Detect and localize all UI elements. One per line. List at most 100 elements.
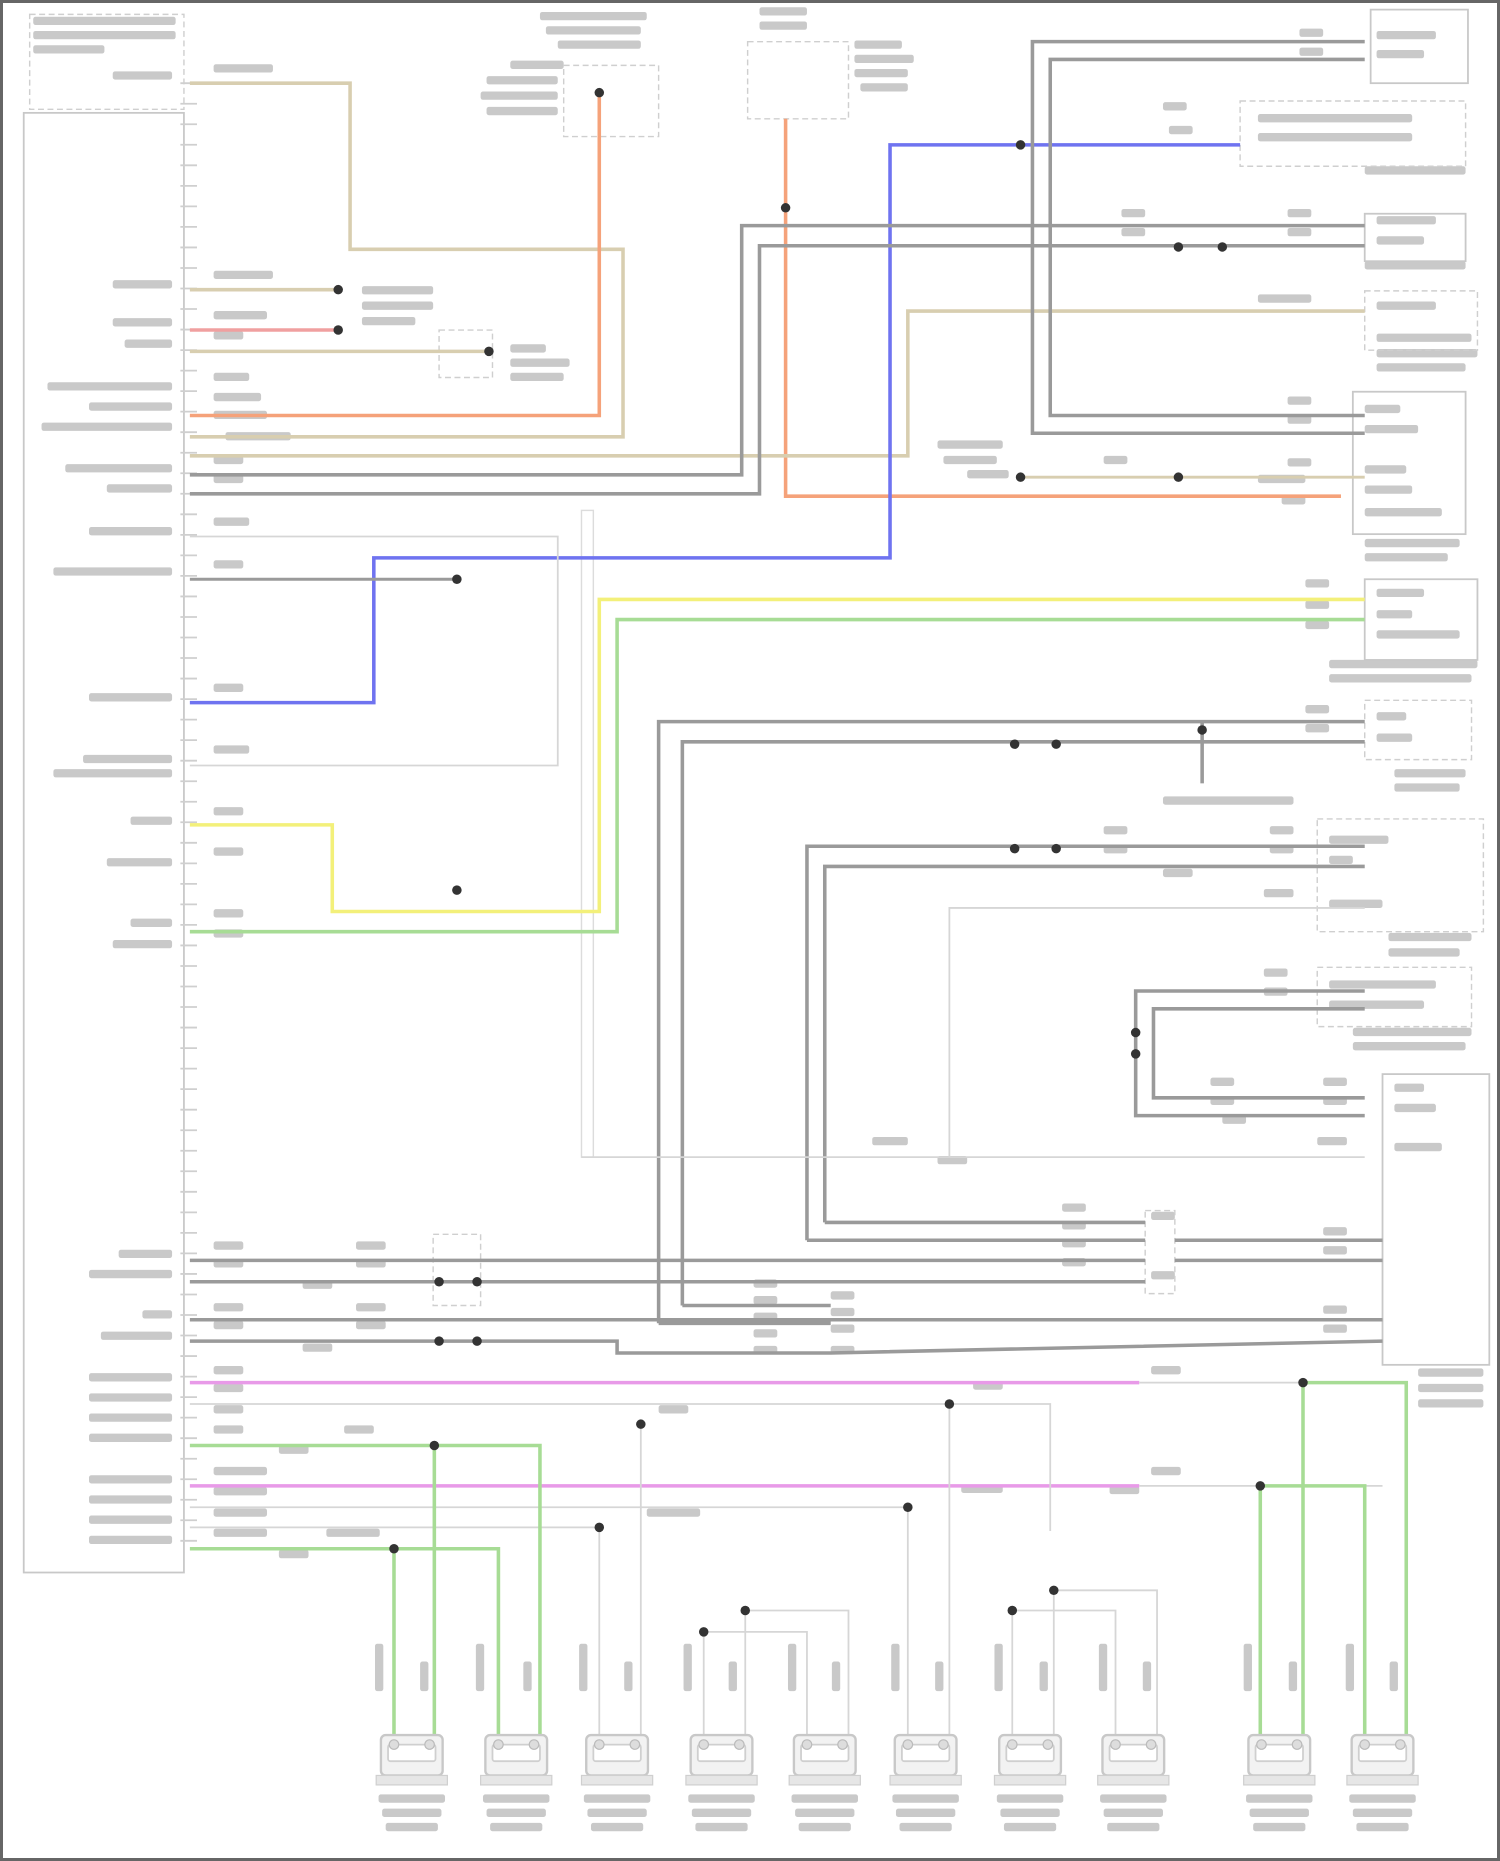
- splice-dot-icon: [740, 1605, 750, 1616]
- label-placeholder: [106, 484, 173, 493]
- label-placeholder: [1394, 1142, 1442, 1152]
- speakers: [375, 1733, 1419, 1786]
- speaker-caption-placeholder: [688, 1794, 755, 1803]
- label-placeholder: [753, 1296, 778, 1305]
- label-placeholder: [1376, 363, 1466, 372]
- label-placeholder: [1287, 227, 1312, 237]
- fuse-box-top: [562, 64, 660, 138]
- splice-dot-icon: [1015, 140, 1026, 150]
- label-placeholder: [1323, 1324, 1347, 1333]
- label-placeholder: [1352, 1027, 1472, 1037]
- label-placeholder: [89, 1495, 173, 1504]
- label-placeholder: [860, 83, 908, 92]
- label-placeholder: [361, 301, 434, 310]
- label-placeholder: [356, 1241, 386, 1250]
- label-placeholder: [278, 1445, 309, 1454]
- label-placeholder: [1329, 855, 1353, 865]
- speaker-caption-placeholder: [385, 1822, 438, 1832]
- splice-dot-icon: [1015, 472, 1026, 482]
- splice-dot-icon: [1051, 739, 1061, 749]
- vertical-label-placeholder: [1098, 1643, 1108, 1692]
- label-placeholder: [1376, 49, 1425, 59]
- label-placeholder: [753, 1329, 778, 1338]
- vertical-label-placeholder: [579, 1643, 588, 1692]
- label-placeholder: [937, 440, 1003, 449]
- label-placeholder: [326, 1528, 380, 1537]
- splice-dot-icon: [1049, 1585, 1059, 1596]
- speaker-caption-placeholder: [590, 1822, 644, 1832]
- label-placeholder: [510, 358, 570, 367]
- label-placeholder: [1329, 899, 1383, 908]
- label-placeholder: [41, 422, 173, 431]
- splice-dot-icon: [1051, 843, 1061, 854]
- radio-label-box: [28, 13, 185, 111]
- splice-dot-icon: [1217, 242, 1228, 252]
- vertical-label-placeholder: [683, 1643, 692, 1692]
- speaker-caption-placeholder: [892, 1794, 959, 1803]
- label-placeholder: [213, 1405, 244, 1414]
- label-placeholder: [1364, 261, 1466, 270]
- label-placeholder: [1305, 600, 1330, 609]
- label-placeholder: [1364, 538, 1460, 548]
- radio-module-box: [22, 111, 185, 1574]
- inline-connector-2: [1144, 1209, 1176, 1295]
- label-placeholder: [356, 1303, 386, 1312]
- label-placeholder: [830, 1291, 855, 1300]
- label-placeholder: [830, 1307, 855, 1317]
- vertical-label-placeholder: [624, 1661, 633, 1692]
- wire-tan-1: [189, 81, 625, 439]
- speaker-icon: [889, 1733, 962, 1786]
- label-placeholder: [302, 1343, 333, 1352]
- label-placeholder: [89, 1535, 173, 1545]
- wire-green-9: [1260, 1484, 1367, 1745]
- speaker-caption-placeholder: [1103, 1808, 1163, 1817]
- label-placeholder: [89, 1393, 173, 1402]
- speaker-caption-placeholder: [1356, 1822, 1409, 1832]
- label-placeholder: [213, 474, 244, 484]
- splice-dot-icon: [452, 885, 462, 895]
- label-placeholder: [1376, 733, 1413, 742]
- label-placeholder: [33, 30, 176, 40]
- splice-dot-icon: [484, 346, 494, 357]
- speaker-caption-placeholder: [996, 1794, 1064, 1803]
- vertical-label-placeholder: [1345, 1643, 1355, 1692]
- amplifier-box: [1381, 1073, 1491, 1366]
- amp-relay-box: [1364, 290, 1479, 351]
- mic-box: [1364, 699, 1473, 761]
- splice-dot-icon: [944, 1399, 955, 1409]
- speaker-caption-placeholder: [1107, 1822, 1160, 1832]
- splice-dot-icon: [333, 284, 343, 295]
- wire-gray-7: [680, 740, 1365, 1306]
- splice-dot-icon: [1130, 1027, 1141, 1038]
- label-placeholder: [1376, 216, 1436, 225]
- label-placeholder: [112, 280, 173, 289]
- speaker-caption-placeholder: [587, 1808, 647, 1817]
- vertical-label-placeholder: [420, 1661, 429, 1692]
- label-placeholder: [112, 318, 173, 327]
- wire-yellow: [189, 597, 1365, 914]
- label-placeholder: [1394, 783, 1460, 792]
- wire-gray-12: [1151, 1007, 1365, 1100]
- splice-dot-icon: [1255, 1481, 1266, 1491]
- label-placeholder: [1394, 1083, 1425, 1092]
- label-placeholder: [112, 71, 173, 80]
- label-placeholder: [1329, 674, 1472, 683]
- label-placeholder: [1162, 796, 1294, 805]
- speaker-caption-placeholder: [1349, 1794, 1416, 1803]
- speaker-icon: [993, 1733, 1067, 1786]
- splice-dot-icon: [1007, 1605, 1018, 1616]
- label-placeholder: [89, 693, 173, 702]
- label-placeholder: [47, 382, 173, 391]
- label-placeholder: [1388, 948, 1460, 957]
- label-placeholder: [89, 1433, 173, 1442]
- label-placeholder: [1376, 610, 1413, 619]
- label-placeholder: [1418, 1383, 1484, 1393]
- label-placeholder: [830, 1324, 855, 1333]
- splice-dot-icon: [434, 1336, 444, 1346]
- ground-box: [438, 329, 494, 379]
- speaker-icon: [788, 1733, 861, 1786]
- splice-dot-icon: [389, 1544, 399, 1554]
- splice-dot-icon: [1298, 1377, 1308, 1388]
- wire-lg-16: [1053, 1589, 1158, 1745]
